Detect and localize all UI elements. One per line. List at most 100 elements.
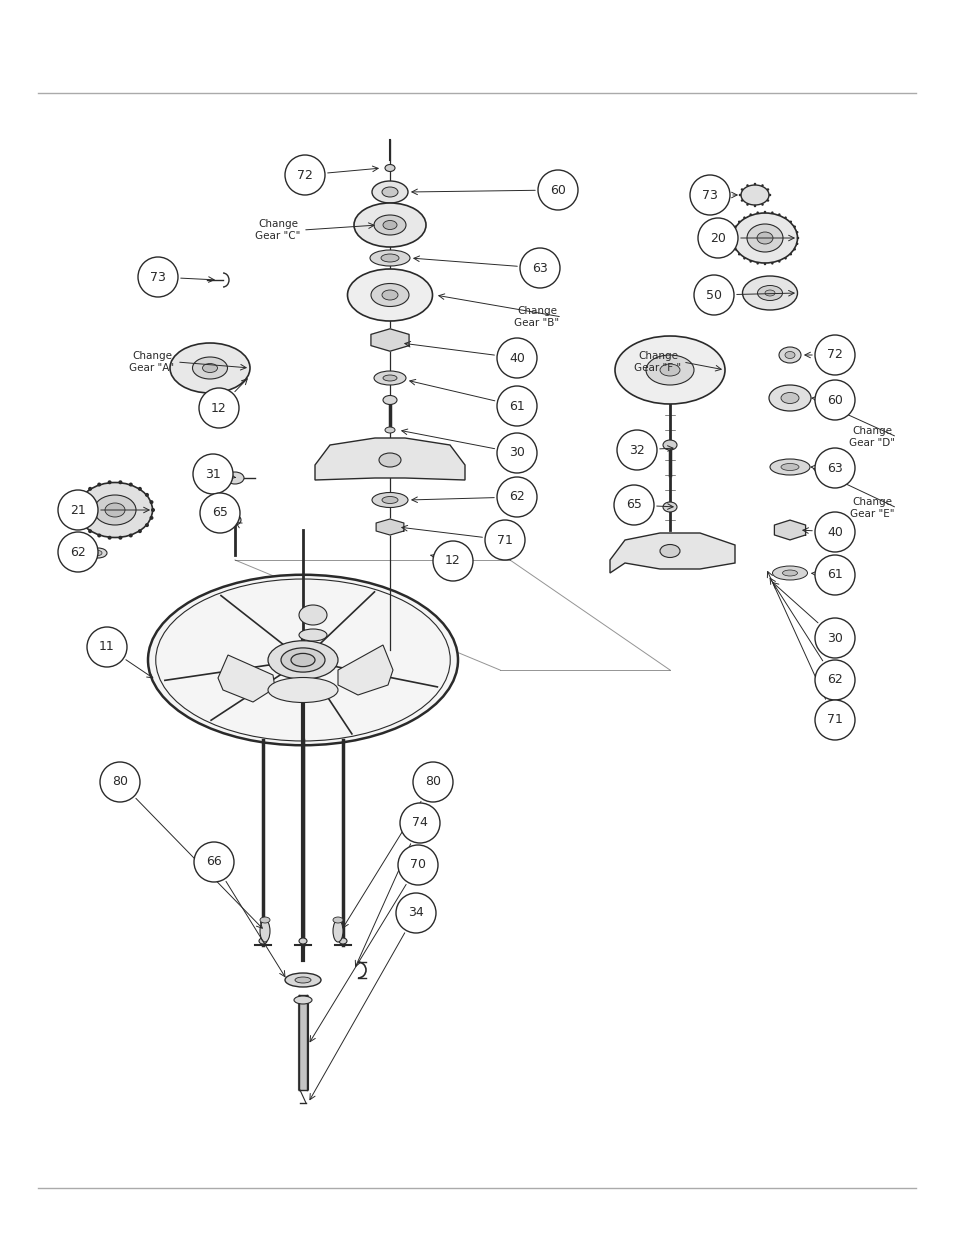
Circle shape [497, 338, 537, 378]
Ellipse shape [129, 483, 132, 487]
Ellipse shape [740, 199, 742, 201]
Text: 65: 65 [212, 506, 228, 520]
Ellipse shape [294, 977, 311, 983]
Text: Change
Gear "B": Change Gear "B" [514, 306, 559, 329]
Text: 63: 63 [532, 262, 547, 274]
Text: 80: 80 [424, 776, 440, 788]
Ellipse shape [371, 284, 409, 306]
Ellipse shape [381, 186, 397, 198]
Circle shape [617, 430, 657, 471]
Circle shape [497, 477, 537, 517]
Ellipse shape [77, 483, 152, 537]
Ellipse shape [766, 199, 768, 201]
Ellipse shape [793, 248, 795, 251]
Ellipse shape [757, 232, 772, 245]
Ellipse shape [796, 237, 799, 240]
Circle shape [199, 388, 239, 429]
Ellipse shape [150, 516, 153, 520]
Ellipse shape [138, 487, 142, 490]
Ellipse shape [753, 205, 756, 207]
Ellipse shape [145, 493, 149, 496]
Ellipse shape [94, 495, 136, 525]
Circle shape [814, 335, 854, 375]
Ellipse shape [781, 571, 797, 576]
Ellipse shape [108, 536, 112, 540]
Ellipse shape [268, 641, 337, 679]
Circle shape [399, 803, 439, 844]
Ellipse shape [781, 393, 799, 404]
Text: 72: 72 [296, 168, 313, 182]
Text: 60: 60 [826, 394, 842, 406]
Ellipse shape [193, 357, 227, 379]
Ellipse shape [372, 493, 408, 508]
Ellipse shape [382, 395, 396, 405]
Ellipse shape [381, 496, 397, 504]
Circle shape [814, 448, 854, 488]
Ellipse shape [764, 290, 774, 296]
Polygon shape [218, 655, 274, 701]
Circle shape [484, 520, 524, 559]
Text: 40: 40 [826, 526, 842, 538]
Ellipse shape [381, 290, 397, 300]
Text: 50: 50 [705, 289, 721, 301]
Ellipse shape [783, 216, 786, 219]
Text: 12: 12 [211, 401, 227, 415]
Ellipse shape [763, 211, 765, 214]
Ellipse shape [148, 574, 457, 745]
Ellipse shape [770, 262, 773, 264]
Ellipse shape [333, 920, 343, 942]
Ellipse shape [746, 224, 782, 252]
Circle shape [814, 700, 854, 740]
Ellipse shape [731, 231, 733, 233]
Text: 20: 20 [709, 231, 725, 245]
Ellipse shape [741, 275, 797, 310]
Circle shape [814, 513, 854, 552]
Ellipse shape [380, 254, 398, 262]
Ellipse shape [645, 354, 693, 385]
Circle shape [614, 485, 654, 525]
Ellipse shape [731, 242, 733, 245]
Ellipse shape [659, 364, 679, 375]
Text: 70: 70 [410, 858, 426, 872]
Ellipse shape [789, 221, 791, 224]
Ellipse shape [770, 211, 773, 214]
Text: 30: 30 [509, 447, 524, 459]
Text: 71: 71 [497, 534, 513, 547]
Circle shape [138, 257, 178, 296]
Text: 31: 31 [205, 468, 221, 480]
Circle shape [395, 893, 436, 932]
Ellipse shape [76, 516, 80, 520]
Ellipse shape [781, 463, 799, 471]
Polygon shape [371, 329, 409, 351]
Polygon shape [609, 534, 734, 573]
Ellipse shape [281, 648, 325, 672]
Text: 34: 34 [408, 906, 423, 920]
Text: 72: 72 [826, 348, 842, 362]
Circle shape [693, 275, 733, 315]
Ellipse shape [260, 920, 270, 942]
Circle shape [193, 842, 233, 882]
Ellipse shape [129, 534, 132, 537]
Ellipse shape [789, 253, 791, 256]
Ellipse shape [766, 188, 768, 190]
Ellipse shape [118, 536, 122, 540]
Ellipse shape [298, 939, 307, 944]
Circle shape [285, 156, 325, 195]
Ellipse shape [88, 529, 92, 534]
Ellipse shape [378, 453, 400, 467]
Ellipse shape [258, 939, 267, 944]
Text: 62: 62 [71, 546, 86, 558]
Ellipse shape [81, 493, 85, 496]
Ellipse shape [374, 215, 406, 235]
Ellipse shape [76, 500, 80, 504]
Ellipse shape [745, 204, 748, 206]
Ellipse shape [151, 508, 154, 513]
Ellipse shape [662, 440, 677, 450]
Ellipse shape [294, 995, 312, 1004]
Polygon shape [774, 520, 804, 540]
Text: Change
Gear "D": Change Gear "D" [848, 426, 894, 448]
Ellipse shape [229, 515, 241, 525]
Text: 61: 61 [509, 399, 524, 412]
Ellipse shape [88, 487, 92, 490]
Ellipse shape [385, 427, 395, 433]
